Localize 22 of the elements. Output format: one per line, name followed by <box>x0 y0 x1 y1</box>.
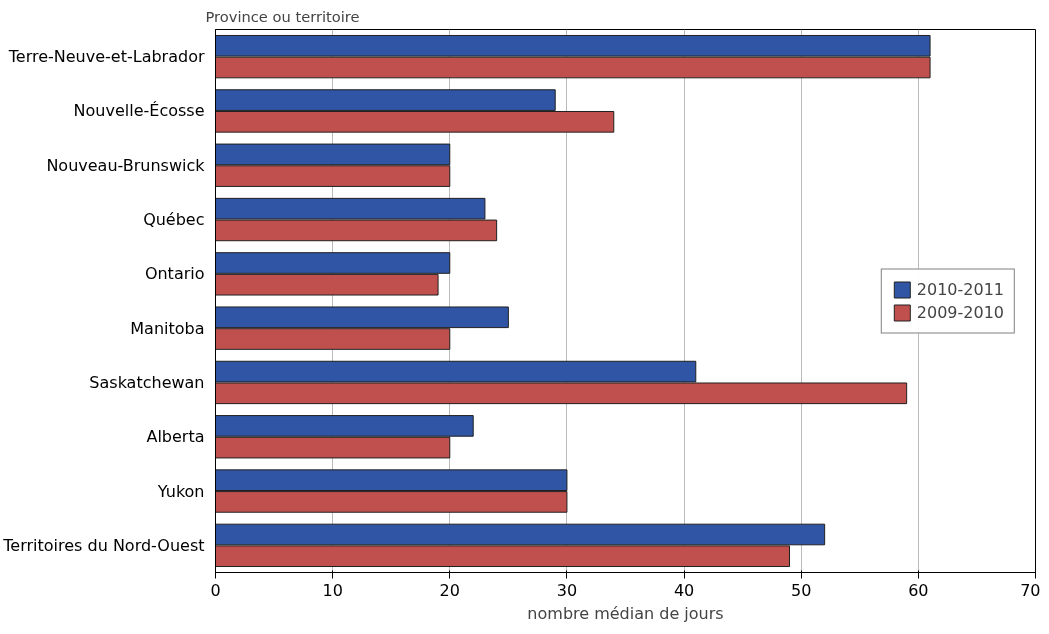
y-tick-label: Saskatchewan <box>89 372 205 392</box>
y-axis-title: Province ou territoire <box>205 7 360 25</box>
x-tick-label: 0 <box>210 580 221 600</box>
x-tick-label: 50 <box>791 580 812 600</box>
y-tick-label: Territoires du Nord-Ouest <box>2 535 205 555</box>
x-tick-label: 40 <box>673 580 695 600</box>
y-tick-label: Yukon <box>156 481 205 501</box>
y-tick-label: Nouveau-Brunswick <box>46 155 206 175</box>
y-tick-label: Québec <box>143 210 205 230</box>
y-tick-label: Nouvelle-Écosse <box>73 101 205 121</box>
x-tick-label: 10 <box>322 580 343 600</box>
x-axis-title: nombre médian de jours <box>527 603 724 623</box>
legend-label: 2009-2010 <box>916 302 1004 322</box>
y-tick-label: Ontario <box>144 264 205 284</box>
x-tick-label: 30 <box>556 580 578 600</box>
y-tick-label: Manitoba <box>130 318 205 338</box>
x-tick-label: 60 <box>908 580 929 600</box>
legend-label: 2010-2011 <box>916 279 1004 299</box>
y-tick-label: Alberta <box>146 427 205 447</box>
x-tick-label: 70 <box>1020 580 1041 600</box>
x-tick-label: 20 <box>439 580 460 600</box>
y-tick-label: Terre-Neuve-et-Labrador <box>7 47 205 67</box>
